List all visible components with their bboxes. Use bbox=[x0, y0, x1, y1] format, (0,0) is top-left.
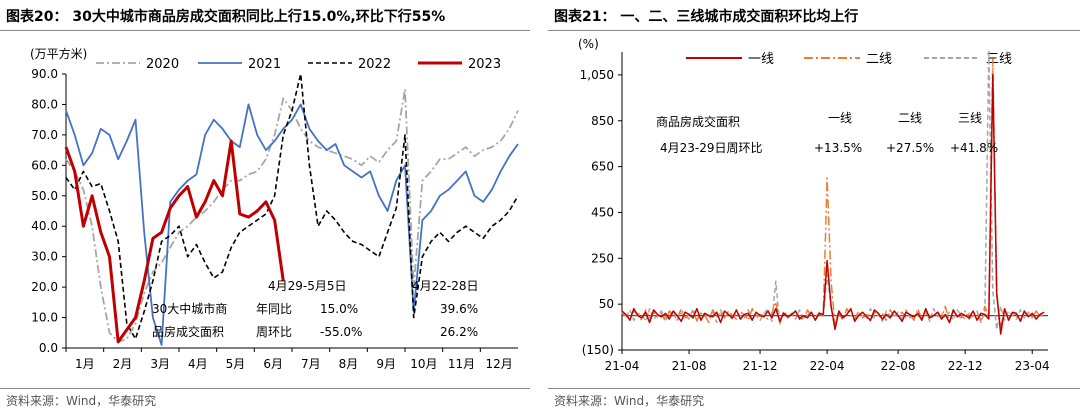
left-legend-label-2021: 2021 bbox=[248, 57, 281, 72]
left-chart-title: 图表20： 30大中城市商品房成交面积同比上行15.0%,环比下行55% bbox=[6, 9, 446, 25]
left-x-tick-label: 5月 bbox=[226, 357, 246, 371]
right-x-tick-label: 21-12 bbox=[743, 359, 778, 373]
left-y-tick-label: 50.0 bbox=[31, 189, 58, 203]
left-source-rule bbox=[0, 388, 530, 389]
left-legend-label-2022: 2022 bbox=[358, 57, 391, 72]
right-y-tick-label: 1,050 bbox=[580, 68, 614, 82]
right-y-axis-label: (%) bbox=[578, 37, 599, 51]
right-annot-row-label-2: 4月23-29日周环比 bbox=[660, 141, 763, 155]
left-legend-label-2023: 2023 bbox=[468, 57, 501, 72]
right-annot-row-label-1: 商品房成交面积 bbox=[656, 114, 740, 129]
right-annot-tier2: 二线 bbox=[898, 111, 922, 125]
left-x-tick-label: 11月 bbox=[448, 357, 475, 371]
left-x-tick-label: 8月 bbox=[339, 357, 359, 371]
right-y-tick-label: (150) bbox=[582, 343, 614, 357]
left-x-tick-label: 9月 bbox=[376, 357, 396, 371]
left-annot-period-2: 4月22-28日 bbox=[412, 279, 479, 293]
right-annot-tier3: 三线 bbox=[958, 111, 982, 125]
left-annot-period-1-mom: -55.0% bbox=[320, 325, 362, 339]
right-x-tick-label: 21-08 bbox=[672, 359, 707, 373]
right-y-tick-label: 850 bbox=[591, 114, 614, 128]
right-title-rule bbox=[548, 30, 1080, 31]
right-legend-label-一线: 一线 bbox=[748, 52, 774, 67]
right-annot-tier2-value: +27.5% bbox=[886, 141, 934, 155]
left-chart: 0.0 10.0 20.0 30.0 40.0 50.0 60.0 70.0 80.0 90.0 (… bbox=[30, 46, 519, 371]
left-x-tick-label: 4月 bbox=[188, 357, 208, 371]
left-y-tick-label: 0.0 bbox=[39, 341, 58, 355]
right-x-tick-label: 21-04 bbox=[605, 359, 640, 373]
left-annot-yoy-label: 年同比 bbox=[256, 302, 292, 316]
right-series-line-一线 bbox=[621, 74, 1045, 335]
left-annot-mom-label: 周环比 bbox=[256, 325, 292, 339]
left-panel: 图表20： 30大中城市商品房成交面积同比上行15.0%,环比下行55% 0.0… bbox=[0, 0, 530, 414]
left-series-line-2023 bbox=[64, 139, 285, 344]
left-y-tick-label: 20.0 bbox=[31, 280, 58, 294]
left-series-line-2022 bbox=[65, 73, 519, 340]
left-y-tick-label: 60.0 bbox=[31, 158, 58, 172]
left-annot-row-label-1: 30大中城市商 bbox=[152, 301, 227, 316]
right-chart: (150) 50 250 450 650 850 1,050 (%) 21-04 21-08 21-… bbox=[578, 37, 1050, 373]
left-y-tick-label: 40.0 bbox=[31, 219, 58, 233]
right-legend-label-二线: 二线 bbox=[866, 52, 892, 67]
right-y-tick-label: 250 bbox=[591, 251, 614, 265]
left-x-tick-label: 7月 bbox=[301, 357, 321, 371]
left-x-tick-label: 12月 bbox=[486, 357, 513, 371]
left-y-axis-label: (万平方米) bbox=[30, 46, 87, 61]
left-annot-period-1: 4月29-5月5日 bbox=[268, 279, 347, 293]
right-x-tick-label: 22-04 bbox=[810, 359, 845, 373]
left-series-line-2021 bbox=[65, 103, 519, 346]
right-y-tick-label: 650 bbox=[591, 160, 614, 174]
right-y-tick-label: 450 bbox=[591, 205, 614, 219]
right-x-tick-label: 22-12 bbox=[948, 359, 983, 373]
left-x-tick-label: 10月 bbox=[410, 357, 437, 371]
left-y-tick-label: 80.0 bbox=[31, 97, 58, 111]
left-x-tick-label: 1月 bbox=[75, 357, 95, 371]
right-source-rule bbox=[548, 388, 1080, 389]
right-x-tick-label: 22-08 bbox=[881, 359, 916, 373]
left-y-tick-label: 30.0 bbox=[31, 250, 58, 264]
left-annot-period-2-mom: 26.2% bbox=[440, 325, 478, 339]
right-chart-title: 图表21： 一、二、三线城市成交面积环比均上行 bbox=[554, 9, 859, 25]
right-series-line-二线 bbox=[621, 58, 1045, 328]
right-annot-tier1-value: +13.5% bbox=[814, 141, 862, 155]
right-y-tick-label: 50 bbox=[599, 297, 614, 311]
right-x-tick-label: 23-04 bbox=[1015, 359, 1050, 373]
left-title-rule bbox=[0, 30, 530, 31]
left-y-tick-label: 10.0 bbox=[31, 311, 58, 325]
right-annot-tier3-value: +41.8% bbox=[950, 141, 998, 155]
right-legend-label-三线: 三线 bbox=[986, 52, 1012, 67]
right-source: 资料来源：Wind，华泰研究 bbox=[554, 394, 705, 408]
left-annot-row-label-2: 品房成交面积 bbox=[152, 324, 224, 339]
right-annot-tier1: 一线 bbox=[828, 111, 852, 125]
left-x-tick-label: 6月 bbox=[263, 357, 283, 371]
left-x-tick-label: 3月 bbox=[150, 357, 170, 371]
left-annot-period-1-yoy: 15.0% bbox=[320, 302, 358, 316]
left-legend-label-2020: 2020 bbox=[146, 57, 179, 72]
left-x-tick-label: 2月 bbox=[113, 357, 133, 371]
left-y-tick-label: 70.0 bbox=[31, 128, 58, 142]
left-source: 资料来源：Wind，华泰研究 bbox=[6, 394, 157, 408]
left-y-tick-label: 90.0 bbox=[31, 67, 58, 81]
left-annot-period-2-yoy: 39.6% bbox=[440, 302, 478, 316]
right-panel: 图表21： 一、二、三线城市成交面积环比均上行 (150) 50 250 450 650… bbox=[548, 0, 1080, 414]
